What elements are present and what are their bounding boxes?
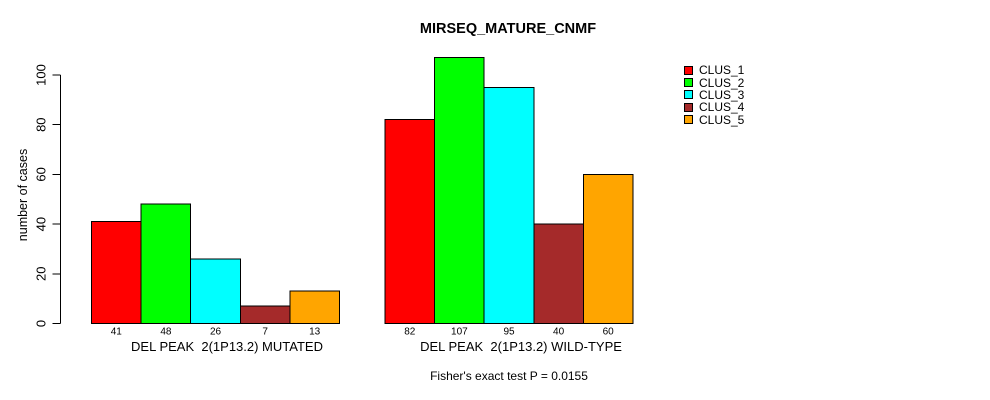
bar-value-label: 40 bbox=[553, 327, 565, 338]
bar-value-label: 7 bbox=[262, 327, 268, 338]
legend: CLUS_1 CLUS_2 CLUS_3 CLUS_4 CLUS_5 bbox=[684, 64, 744, 126]
legend-swatch-icon bbox=[684, 115, 693, 125]
bar-value-label: 95 bbox=[503, 327, 515, 338]
chart-title: MIRSEQ_MATURE_CNMF bbox=[419, 21, 597, 37]
legend-label: CLUS_2 bbox=[699, 75, 745, 90]
legend-swatch-icon bbox=[684, 78, 693, 88]
legend-item-clus_4: CLUS_4 bbox=[684, 101, 744, 113]
bar-clus_2-group1 bbox=[434, 57, 485, 324]
y-tick-label: 40 bbox=[34, 217, 49, 231]
bar-clus_1-group1 bbox=[384, 119, 436, 325]
bar-clus_3-group1 bbox=[483, 86, 535, 324]
y-tick-label: 20 bbox=[34, 267, 49, 281]
bar-value-label: 48 bbox=[160, 327, 172, 338]
y-tick-label: 60 bbox=[34, 167, 49, 181]
legend-item-clus_1: CLUS_1 bbox=[684, 64, 744, 76]
legend-item-clus_3: CLUS_3 bbox=[684, 89, 744, 101]
fisher-test-annotation: Fisher's exact test P = 0.0155 bbox=[430, 369, 588, 383]
bar-value-label: 60 bbox=[603, 327, 615, 338]
y-tick-label: 100 bbox=[34, 64, 49, 86]
y-tick-label: 80 bbox=[34, 117, 49, 131]
bar-clus_4-group0 bbox=[239, 305, 291, 325]
bar-value-label: 13 bbox=[309, 327, 321, 338]
x-category-label-wild-type: DEL PEAK 2(1P13.2) WILD-TYPE bbox=[420, 339, 622, 354]
bar-clus_2-group0 bbox=[140, 203, 192, 324]
legend-label: CLUS_4 bbox=[699, 100, 745, 115]
bar-value-label: 107 bbox=[451, 327, 468, 338]
x-category-label-mutated: DEL PEAK 2(1P13.2) MUTATED bbox=[131, 339, 323, 354]
legend-item-clus_5: CLUS_5 bbox=[684, 114, 744, 126]
legend-swatch-icon bbox=[684, 102, 693, 112]
legend-label: CLUS_1 bbox=[699, 63, 745, 78]
bar-value-label: 26 bbox=[210, 327, 222, 338]
bar-value-label: 41 bbox=[111, 327, 123, 338]
legend-item-clus_2: CLUS_2 bbox=[684, 75, 745, 90]
legend-swatch-icon bbox=[684, 65, 693, 75]
bar-clus_4-group1 bbox=[533, 223, 584, 325]
legend-label: CLUS_3 bbox=[699, 87, 745, 102]
legend-label: CLUS_5 bbox=[699, 112, 745, 127]
bar-clus_5-group0 bbox=[289, 290, 340, 325]
bar-clus_1-group0 bbox=[91, 221, 142, 325]
bar-clus_3-group0 bbox=[190, 258, 241, 325]
bar-value-label: 82 bbox=[404, 327, 416, 338]
y-tick-label: 0 bbox=[34, 320, 49, 327]
legend-swatch-icon bbox=[684, 90, 693, 100]
bar-clus_5-group1 bbox=[582, 173, 634, 324]
